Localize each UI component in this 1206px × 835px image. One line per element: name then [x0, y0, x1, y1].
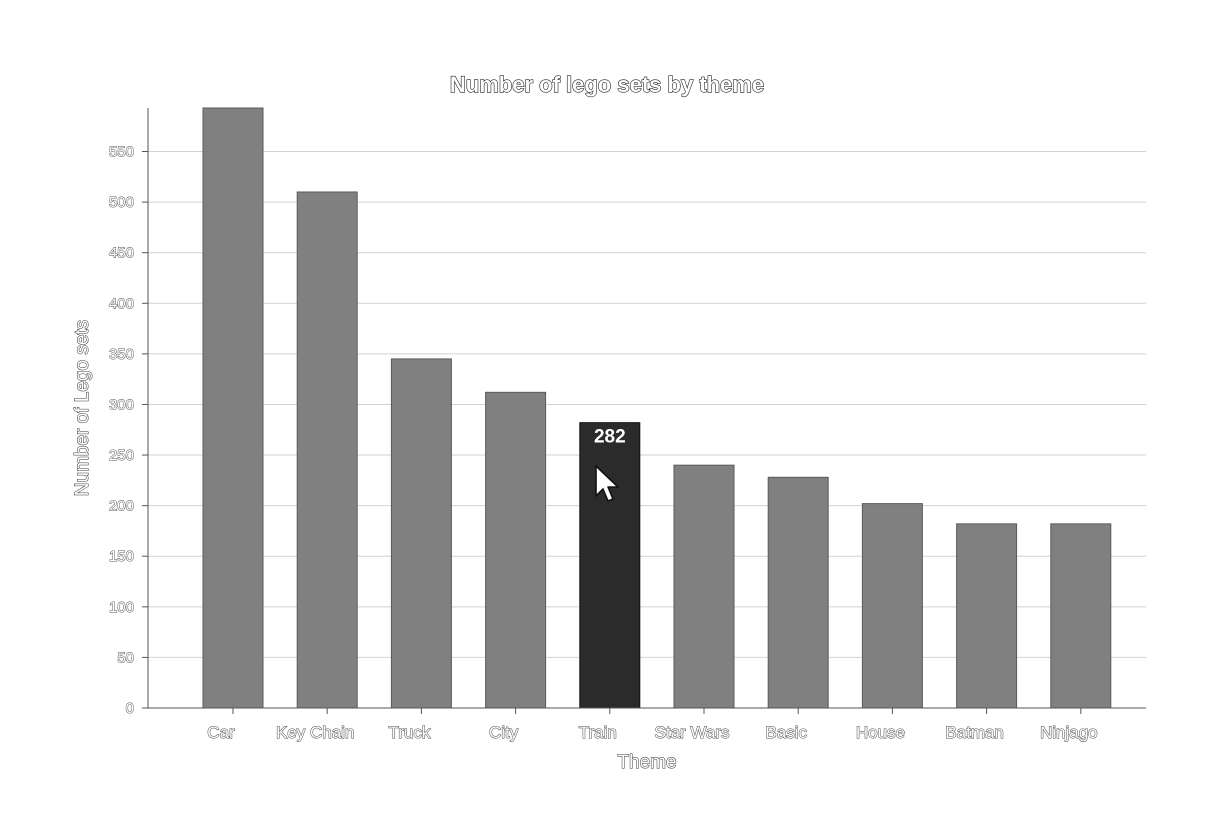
y-tick-label: 300	[109, 396, 134, 413]
y-tick-label: 550	[109, 144, 134, 161]
bar-basic[interactable]	[767, 476, 829, 709]
y-tick-label: 200	[109, 498, 134, 515]
x-tick-label: Key Chain	[276, 723, 354, 742]
axes-layer	[142, 108, 1146, 714]
y-axis-title: Number of Lego sets	[72, 320, 93, 496]
bar-train[interactable]	[579, 422, 641, 709]
mouse-cursor-icon	[595, 465, 619, 502]
y-tick-label: 350	[109, 346, 134, 363]
bar-house[interactable]	[861, 503, 923, 709]
y-tick-label: 250	[109, 447, 134, 464]
x-tick-label: City	[489, 723, 519, 742]
bar-key-chain[interactable]	[296, 191, 358, 709]
y-tick-label: 450	[109, 245, 134, 262]
y-tick-label: 50	[117, 649, 134, 666]
bar-batman[interactable]	[956, 523, 1018, 709]
y-tick-label: 100	[109, 599, 134, 616]
x-tick-label: House	[856, 723, 905, 742]
x-tick-label: Train	[579, 723, 617, 742]
x-tick-label: Basic	[765, 723, 807, 742]
bar-ninjago[interactable]	[1050, 523, 1112, 709]
bar-city[interactable]	[485, 391, 547, 709]
y-tick-label: 500	[109, 194, 134, 211]
x-tick-label: Truck	[388, 723, 430, 742]
bar-car[interactable]	[202, 107, 264, 709]
x-tick-label: Car	[207, 723, 235, 742]
y-tick-label: 150	[109, 548, 134, 565]
chart-title: Number of lego sets by theme	[450, 72, 764, 97]
y-tick-label: 400	[109, 295, 134, 312]
x-tick-label: Star Wars	[655, 723, 730, 742]
y-tick-label: 0	[126, 700, 134, 717]
x-axis-title: Theme	[617, 752, 676, 773]
x-tick-label: Ninjago	[1040, 723, 1098, 742]
x-tick-label: Batman	[945, 723, 1004, 742]
bar-value-label: 282	[594, 427, 626, 448]
bar-truck[interactable]	[390, 358, 452, 709]
bar-star-wars[interactable]	[673, 464, 735, 709]
bars-layer	[202, 107, 1112, 709]
labels-layer: 0 50 100 150 200 250 300 350 400 450 500 550 Car Key …	[108, 143, 1098, 742]
